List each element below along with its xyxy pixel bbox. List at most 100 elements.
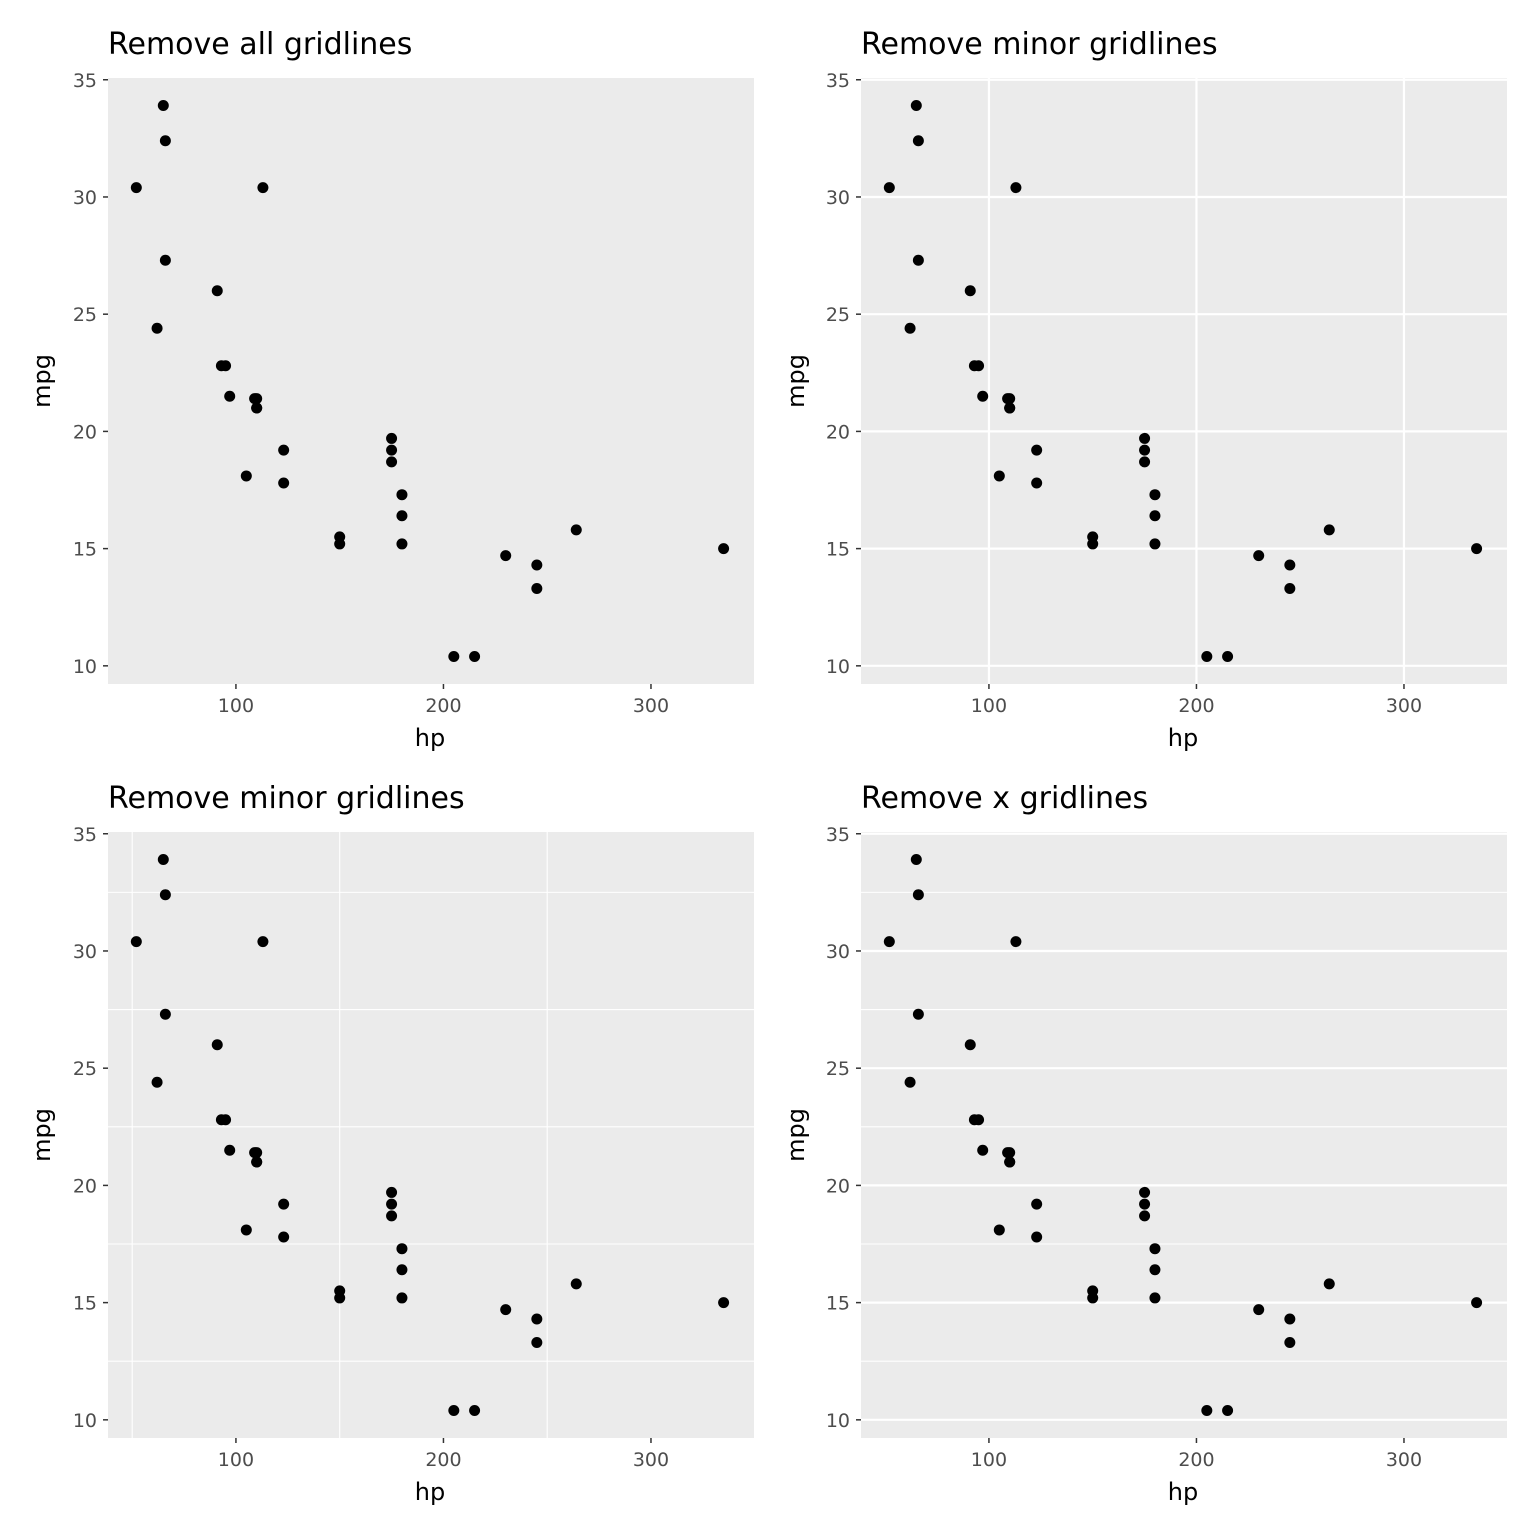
data-point [570, 1278, 582, 1290]
data-point [257, 936, 269, 948]
data-point [386, 432, 398, 444]
data-point [257, 182, 269, 194]
y-tick-label: 10 [826, 656, 850, 678]
data-point [570, 524, 582, 536]
panel-background [108, 832, 754, 1438]
data-point [1222, 650, 1234, 662]
data-point [1031, 444, 1043, 456]
data-point [1004, 402, 1016, 414]
data-point [211, 1039, 223, 1051]
data-point [912, 254, 924, 266]
panel-title: Remove all gridlines [108, 27, 412, 62]
y-tick-label: 10 [73, 656, 97, 678]
data-point [469, 650, 481, 662]
data-point [1222, 1404, 1234, 1416]
data-point [1004, 1156, 1016, 1168]
panel-background [861, 78, 1507, 684]
y-axis-title: mpg [782, 354, 810, 408]
panel-minor-gridlines-only: 10 15 20 25 30 35 100 200 300 Remove minor gridl… [28, 781, 754, 1506]
data-point [1087, 538, 1099, 550]
data-point [500, 1304, 512, 1316]
x-tick-label: 200 [1178, 1449, 1214, 1471]
data-point [396, 489, 408, 501]
data-point [1031, 1198, 1043, 1210]
data-point [1002, 1147, 1014, 1159]
data-point [240, 470, 252, 482]
y-tick-label: 25 [73, 1058, 97, 1080]
y-tick-label: 25 [73, 304, 97, 326]
data-point [1284, 559, 1296, 571]
data-point [1139, 456, 1151, 468]
data-point [964, 1039, 976, 1051]
data-point [249, 393, 261, 405]
data-point [224, 390, 236, 402]
data-point [1149, 1264, 1161, 1276]
data-point [1139, 432, 1151, 444]
data-point [1149, 1243, 1161, 1255]
y-tick-label: 30 [73, 187, 97, 209]
data-point [1010, 182, 1022, 194]
data-point [1201, 650, 1213, 662]
data-point [220, 360, 232, 372]
data-point [993, 470, 1005, 482]
x-axis-title: hp [415, 1478, 445, 1506]
data-point [159, 135, 171, 147]
data-point [1253, 1304, 1265, 1316]
data-point [469, 1404, 481, 1416]
data-point [157, 100, 169, 112]
y-tick-label: 20 [73, 1175, 97, 1197]
x-tick-label: 100 [218, 695, 254, 717]
y-tick-label: 30 [826, 187, 850, 209]
data-point [396, 510, 408, 522]
data-point [1253, 550, 1265, 562]
panel-background [861, 832, 1507, 1438]
data-point [334, 538, 346, 550]
data-point [1323, 524, 1335, 536]
data-point [396, 1292, 408, 1304]
data-point [883, 182, 895, 194]
y-tick-label: 30 [826, 941, 850, 963]
x-tick-label: 100 [971, 1449, 1007, 1471]
data-point [151, 322, 163, 334]
x-axis-title: hp [1168, 1478, 1198, 1506]
x-tick-label: 200 [1178, 695, 1214, 717]
y-tick-label: 10 [826, 1410, 850, 1432]
data-point [1471, 1297, 1483, 1309]
y-axis-title: mpg [28, 1108, 56, 1162]
y-tick-label: 35 [73, 70, 97, 92]
panel-title: Remove minor gridlines [108, 781, 465, 816]
data-point [912, 889, 924, 901]
data-point [448, 1404, 460, 1416]
data-point [883, 936, 895, 948]
data-point [1139, 444, 1151, 456]
data-point [448, 650, 460, 662]
y-tick-label: 25 [826, 304, 850, 326]
data-point [977, 390, 989, 402]
data-point [977, 1144, 989, 1156]
y-tick-label: 15 [826, 1293, 850, 1315]
x-tick-label: 100 [971, 695, 1007, 717]
data-point [130, 936, 142, 948]
data-point [386, 1198, 398, 1210]
data-point [1471, 543, 1483, 555]
data-point [386, 1210, 398, 1222]
data-point [278, 477, 290, 489]
data-point [1139, 1210, 1151, 1222]
data-point [964, 285, 976, 297]
data-point [904, 322, 916, 334]
y-tick-label: 15 [73, 1293, 97, 1315]
data-point [531, 1336, 543, 1348]
data-point [531, 559, 543, 571]
y-tick-label: 20 [73, 421, 97, 443]
data-point [396, 1264, 408, 1276]
data-point [912, 135, 924, 147]
data-point [159, 889, 171, 901]
data-point [240, 1224, 252, 1236]
data-point [1139, 1198, 1151, 1210]
x-tick-label: 200 [425, 1449, 461, 1471]
data-point [1002, 393, 1014, 405]
data-point [1284, 1336, 1296, 1348]
data-point [157, 854, 169, 866]
data-point [1031, 477, 1043, 489]
data-point [386, 444, 398, 456]
